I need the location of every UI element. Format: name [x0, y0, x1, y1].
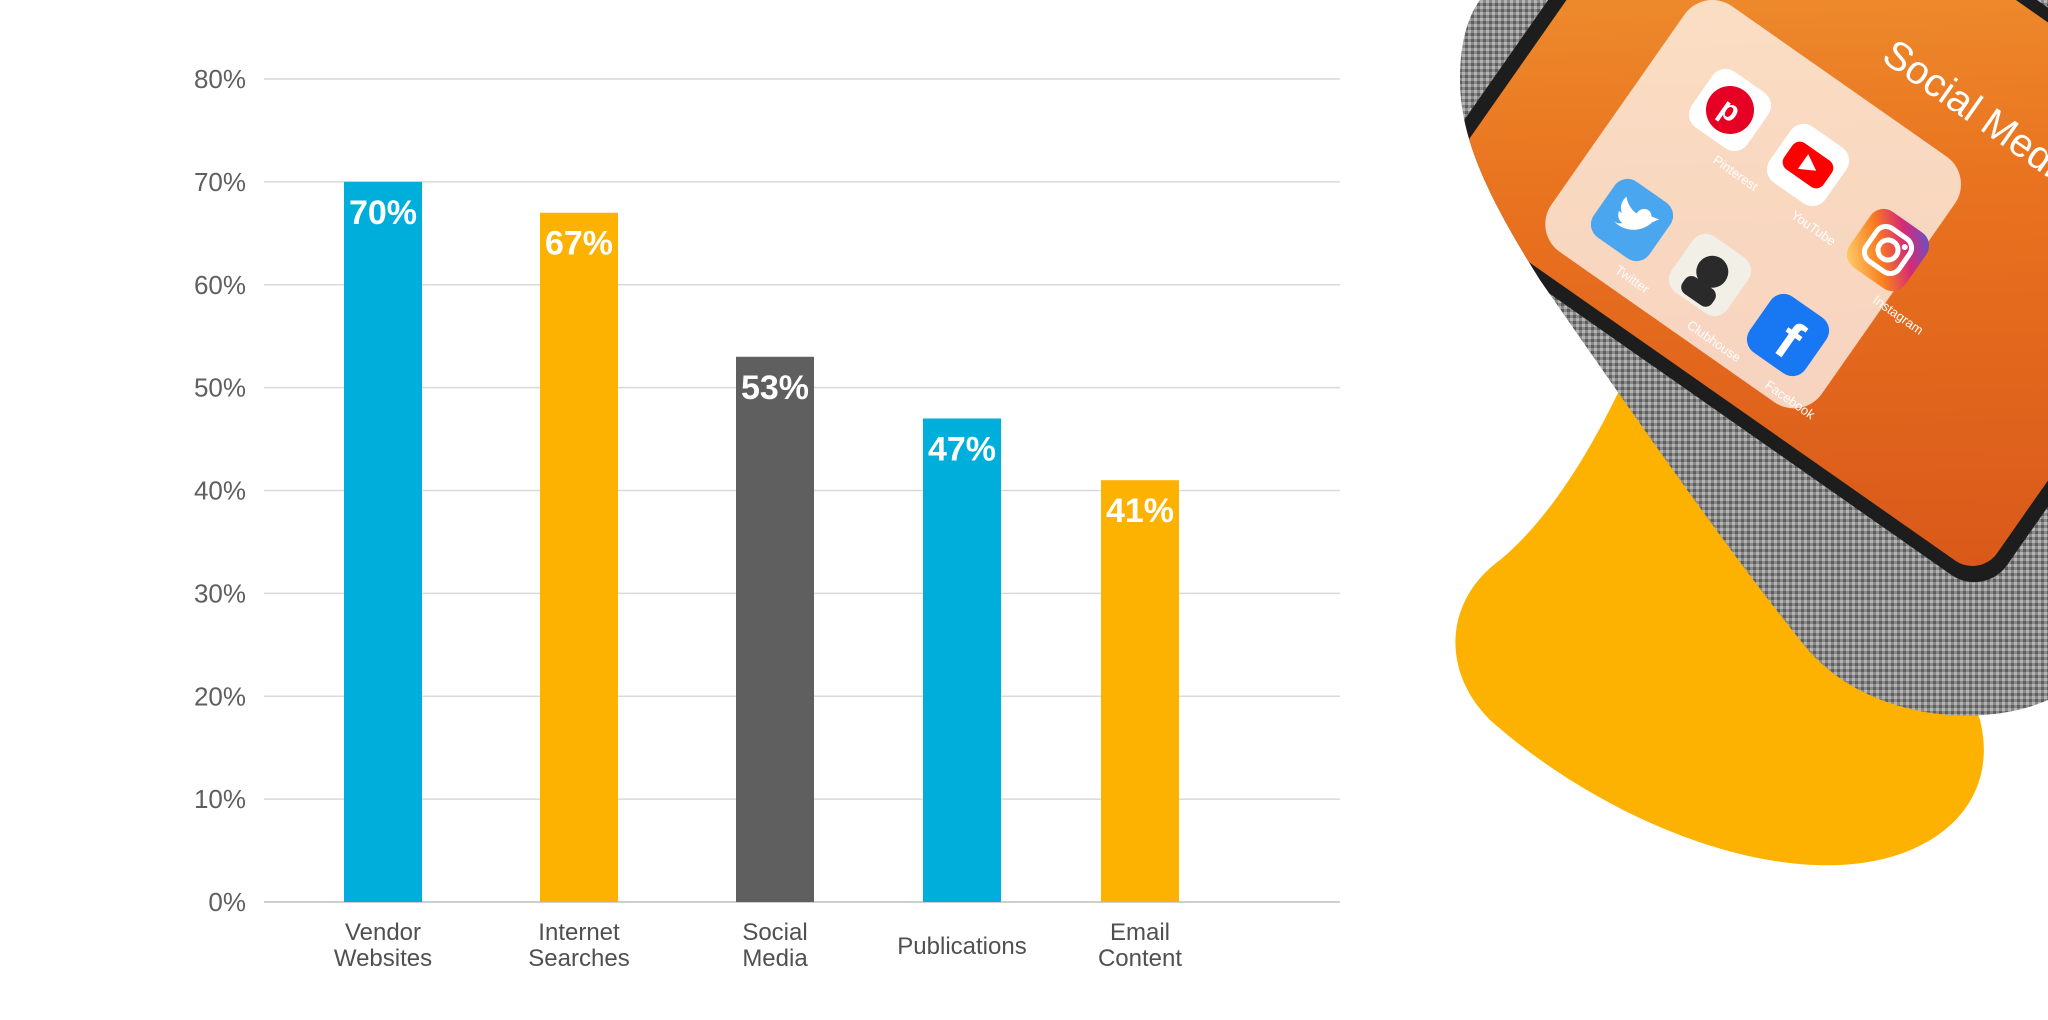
twitter-icon [1590, 178, 1674, 262]
bar [736, 356, 814, 902]
x-category-label: Media [742, 945, 808, 972]
data-label: 67% [545, 225, 613, 263]
facebook-icon: f [1746, 293, 1830, 377]
bar [1101, 480, 1179, 902]
bar [923, 418, 1001, 902]
bars [344, 181, 1179, 903]
y-tick-label: 80% [194, 64, 246, 94]
x-category-label: Websites [334, 945, 432, 972]
data-labels: 70% 67% 53% 47% 41% [349, 194, 1174, 530]
y-tick-label: 30% [194, 578, 246, 608]
bar [344, 181, 422, 902]
youtube-icon [1766, 123, 1850, 207]
bar [540, 212, 618, 903]
y-tick-label: 60% [194, 270, 246, 300]
pinterest-icon: p [1688, 68, 1772, 152]
y-tick-label: 0% [208, 887, 246, 917]
y-tick-label: 40% [194, 476, 246, 506]
x-category-label: Internet [538, 919, 620, 946]
instagram-icon [1846, 208, 1930, 292]
data-label: 70% [349, 194, 417, 232]
x-category-label: Searches [528, 945, 629, 972]
x-category-label: Content [1098, 945, 1182, 972]
data-label: 41% [1106, 492, 1174, 530]
bar-chart: 0% 10% 20% 30% 40% 50% 60% 70% 80% 70% 67% 53% 47% 4… [194, 64, 1340, 972]
data-label: 53% [741, 369, 809, 407]
x-category-label: Publications [897, 933, 1026, 960]
data-label: 47% [928, 430, 996, 468]
app-folder [1545, 0, 1961, 409]
x-category-label: Vendor [345, 919, 421, 946]
clubhouse-icon [1668, 233, 1752, 317]
x-category-label: Email [1110, 919, 1170, 946]
y-tick-label: 50% [194, 373, 246, 403]
x-category-label: Social [742, 919, 807, 946]
y-tick-label: 70% [194, 167, 246, 197]
yellow-blob-shape [1455, 320, 1984, 866]
y-tick-label: 20% [194, 681, 246, 711]
social-media-photo-decoration: Social Media p Pinterest Twitter YouTube… [1455, 0, 2048, 866]
y-tick-label: 10% [194, 784, 246, 814]
y-axis-tick-labels: 0% 10% 20% 30% 40% 50% 60% 70% 80% [194, 64, 246, 917]
